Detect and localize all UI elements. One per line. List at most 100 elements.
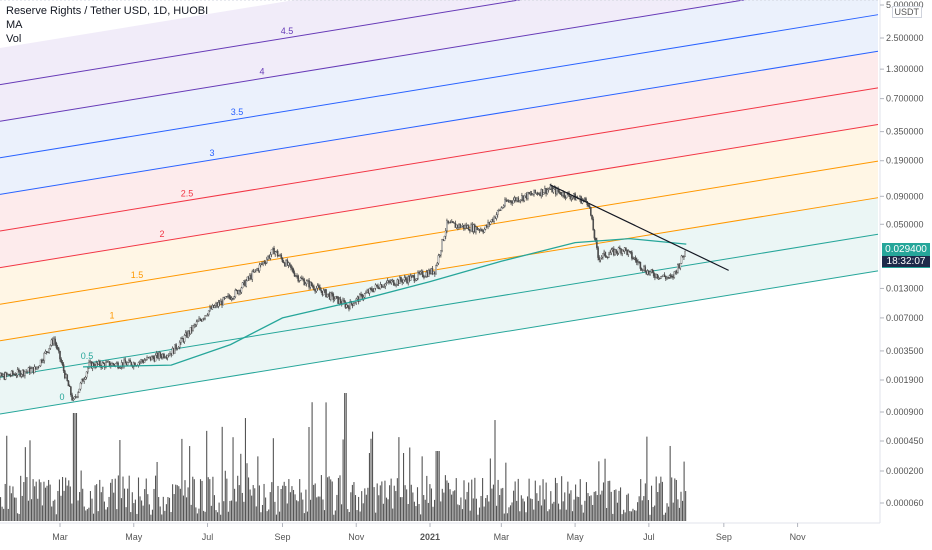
time-tick-label: Nov — [348, 532, 365, 542]
fib-level-label: 1 — [109, 311, 114, 321]
volume-bar — [461, 509, 463, 521]
volume-bar — [565, 509, 567, 521]
candle-body — [330, 292, 332, 300]
volume-bar — [378, 495, 380, 521]
volume-bar — [337, 477, 339, 521]
volume-bar — [29, 440, 31, 521]
price-tick-label: 0.090000 — [886, 191, 924, 201]
volume-bar — [91, 498, 93, 521]
candle-body — [599, 257, 602, 261]
time-tick-label: Jul — [643, 532, 655, 542]
volume-bar — [381, 481, 383, 521]
volume-bar — [223, 501, 225, 521]
candle-body — [253, 269, 256, 273]
candle-body — [192, 325, 194, 331]
fib-level-line — [0, 270, 879, 415]
candle-body — [440, 250, 442, 256]
volume-indicator-label[interactable]: Vol — [6, 33, 22, 45]
volume-bar — [105, 509, 107, 521]
volume-bar — [204, 511, 206, 521]
volume-bar — [99, 479, 101, 521]
fib-level-label: 2.5 — [181, 189, 194, 199]
volume-bar — [506, 513, 508, 521]
ma-indicator-label[interactable]: MA — [6, 19, 23, 31]
volume-bar — [581, 504, 583, 521]
volume-bar — [158, 497, 160, 521]
volume-bar — [20, 475, 22, 521]
volume-bar — [94, 485, 96, 521]
candle-body — [673, 271, 676, 278]
symbol-title[interactable]: Reserve Rights / Tether USD, 1D, HUOBI — [6, 5, 209, 17]
candle-body — [177, 347, 180, 349]
candle-body — [303, 279, 306, 286]
volume-bar — [110, 482, 112, 521]
last-price-value: 0.029400 — [885, 243, 927, 255]
candle-body — [245, 280, 248, 287]
volume-bar — [75, 413, 78, 521]
volume-bar — [15, 497, 17, 521]
currency-button[interactable]: USDT — [891, 6, 922, 18]
volume-bar — [620, 487, 622, 521]
volume-bar — [130, 512, 132, 521]
candle-body — [635, 259, 638, 263]
fib-band — [0, 197, 878, 378]
volume-bar — [593, 491, 595, 521]
volume-bar — [37, 498, 39, 521]
volume-tick-label: 0.000900 — [886, 407, 924, 417]
candle-body — [343, 299, 345, 303]
volume-bar — [351, 484, 353, 521]
candle-body — [114, 363, 117, 366]
candle-body — [438, 254, 441, 256]
volume-bar — [646, 436, 648, 521]
candle-body — [608, 254, 610, 258]
volume-bar — [9, 485, 11, 521]
price-tick-label: 5.000000 — [886, 0, 924, 10]
candle-body — [419, 271, 422, 274]
volume-bar — [156, 461, 158, 521]
candle-body — [95, 362, 98, 368]
volume-bar — [390, 478, 392, 521]
price-tick-label: 0.700000 — [886, 94, 924, 104]
volume-bar — [403, 453, 405, 521]
candle-body — [518, 200, 521, 202]
volume-bar — [21, 495, 23, 521]
candle-body — [604, 251, 607, 257]
candle-body — [180, 337, 182, 343]
volume-bar — [333, 514, 335, 521]
candle-body — [66, 374, 69, 382]
volume-bar — [489, 458, 491, 521]
volume-bar — [97, 511, 99, 521]
candle-body — [290, 264, 292, 268]
candle-body — [548, 188, 551, 190]
candle-body — [207, 310, 210, 315]
candle-body — [413, 275, 416, 282]
candle-body — [270, 249, 273, 255]
candle-body — [38, 365, 41, 368]
candle-body — [302, 278, 304, 280]
candle-body — [168, 354, 170, 357]
volume-bar — [421, 456, 423, 521]
candle-body — [305, 280, 308, 285]
volume-bar — [585, 482, 587, 521]
candle-body — [663, 274, 666, 277]
price-tick-label: 0.007000 — [886, 313, 924, 323]
candle-body — [55, 342, 58, 348]
fib-level-line — [0, 197, 879, 342]
volume-bar — [602, 482, 605, 521]
volume-bar — [458, 505, 460, 521]
volume-bar — [427, 502, 429, 521]
candle-body — [437, 255, 440, 264]
volume-bar — [111, 479, 113, 521]
volume-bar — [77, 500, 79, 521]
volume-bar — [539, 485, 541, 521]
volume-bar — [480, 495, 482, 521]
candle-body — [151, 356, 153, 361]
candle-body — [395, 284, 397, 286]
volume-bar — [139, 496, 141, 521]
volume-bar — [358, 496, 360, 521]
candle-body — [333, 298, 336, 300]
volume-bar — [649, 514, 651, 521]
volume-bar — [582, 512, 584, 521]
volume-bar — [635, 510, 637, 521]
